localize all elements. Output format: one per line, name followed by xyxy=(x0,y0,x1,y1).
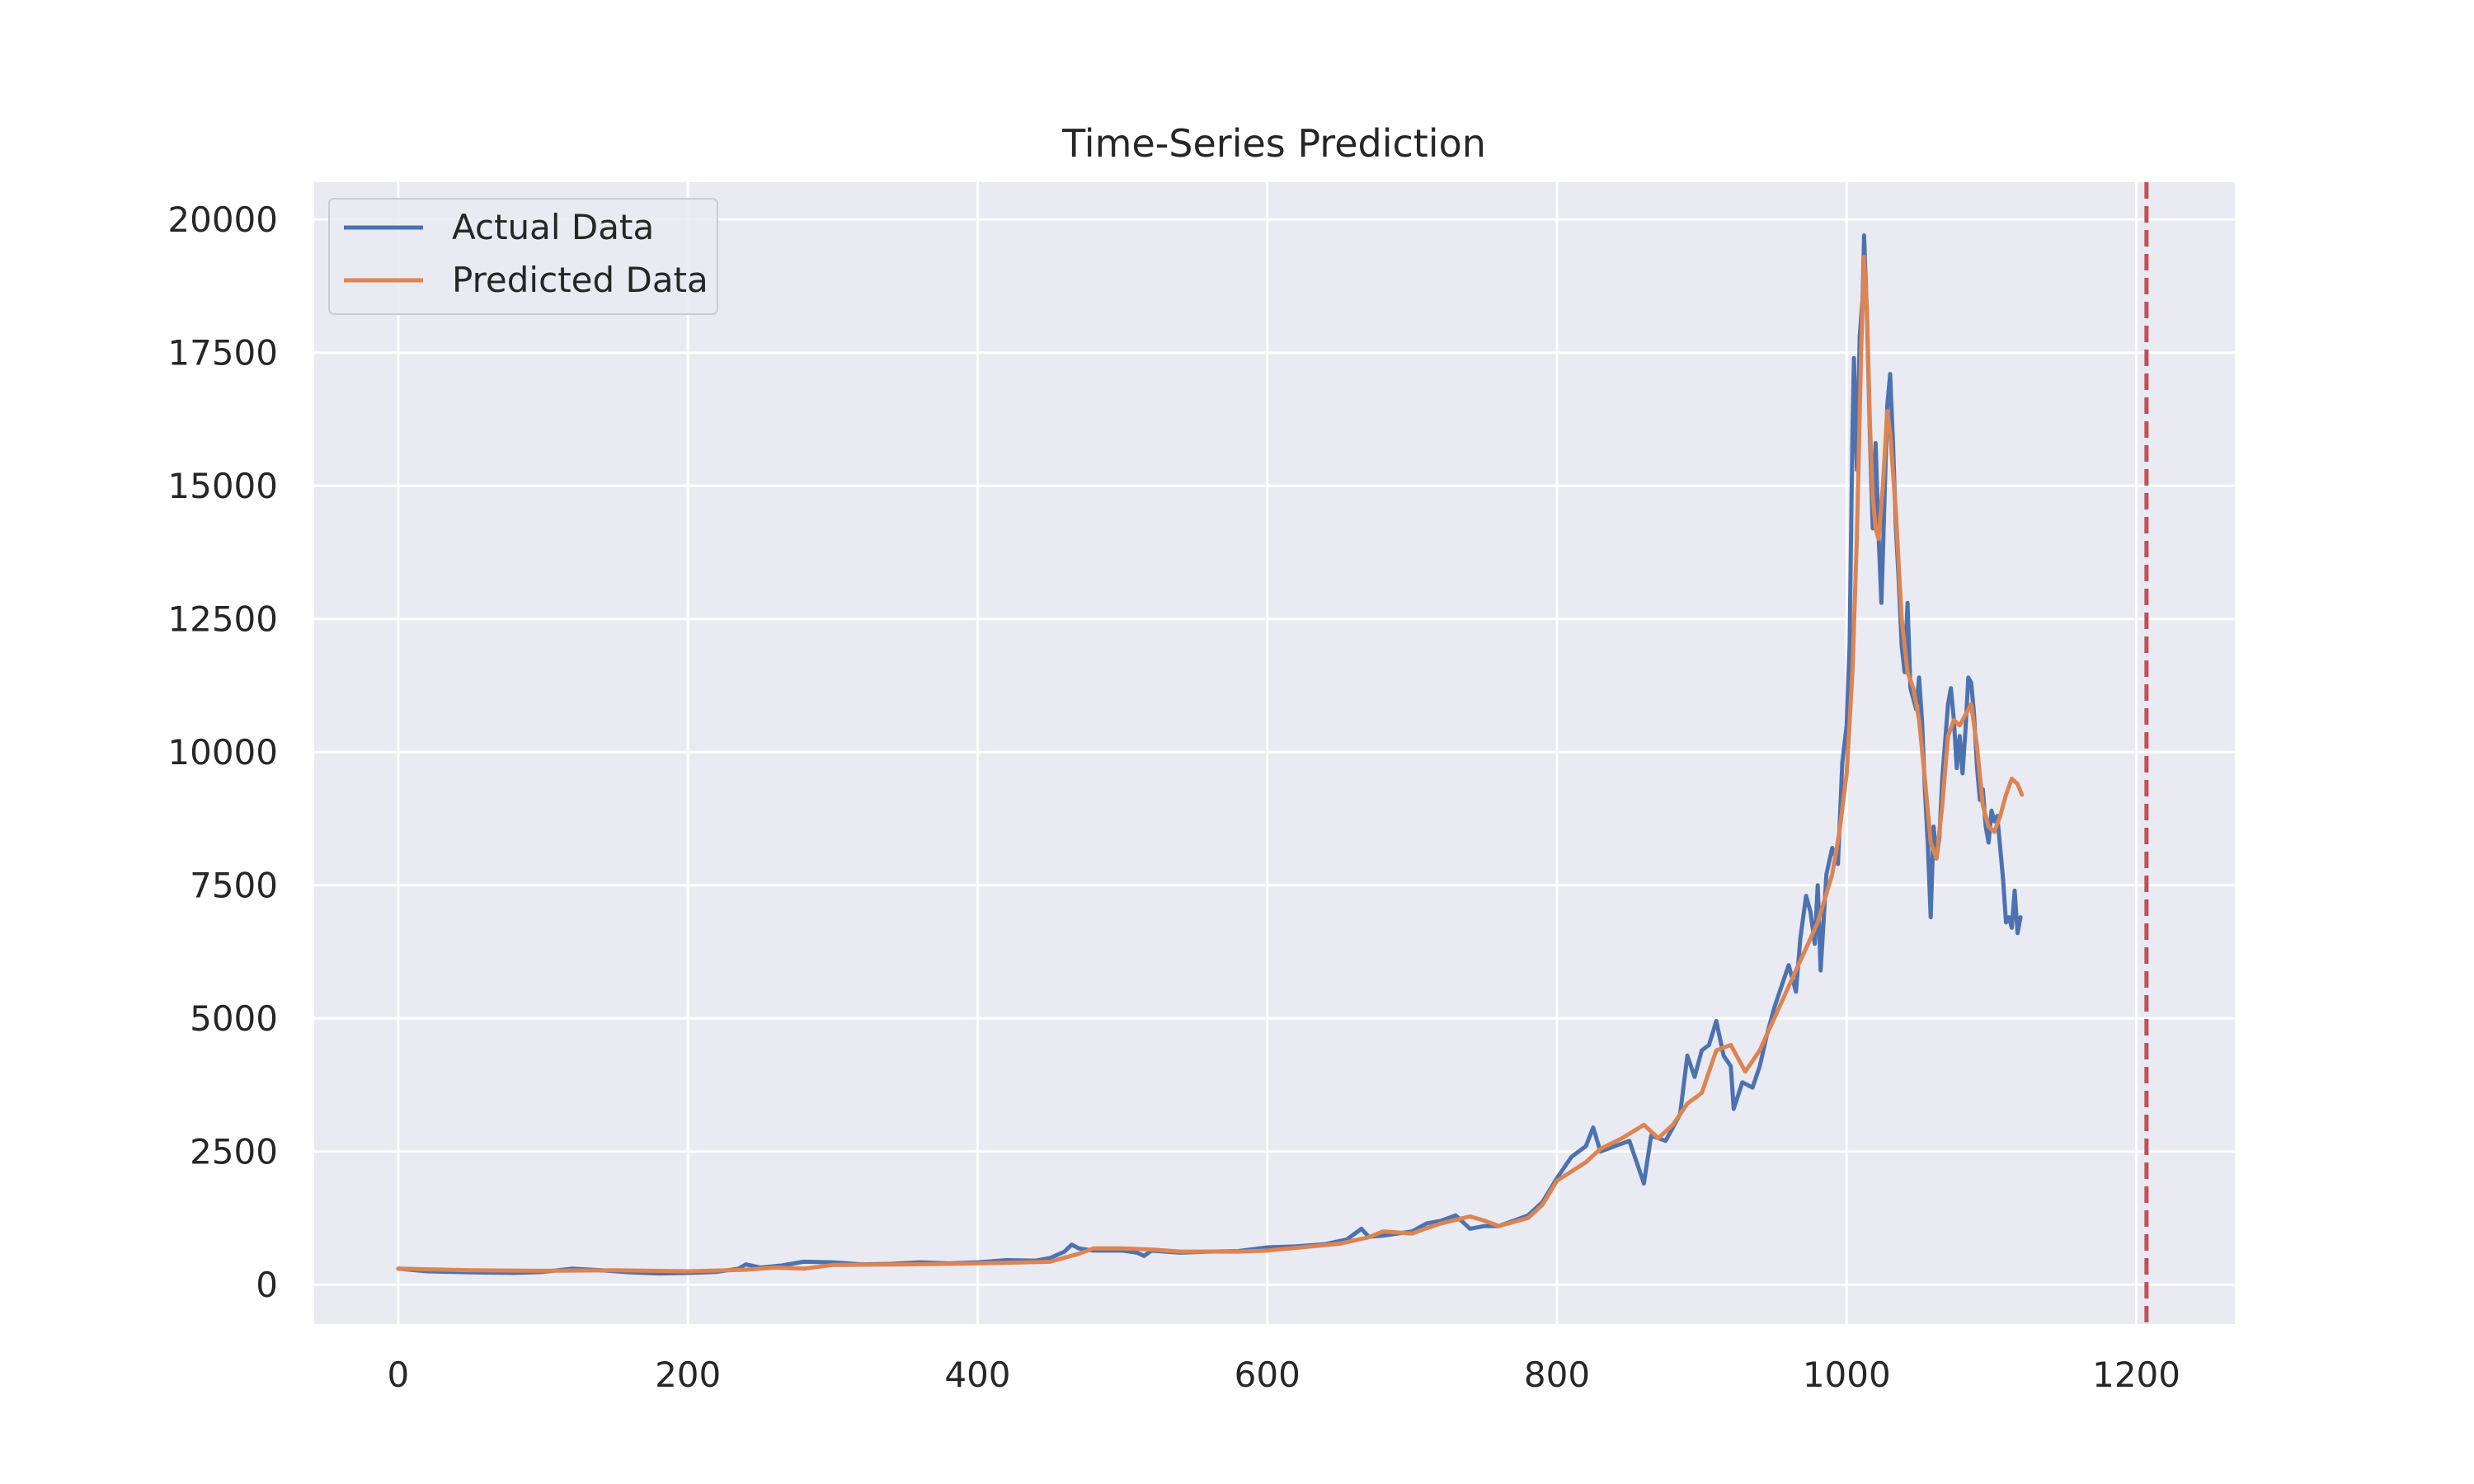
x-tick-label: 200 xyxy=(655,1355,721,1395)
x-tick-label: 1200 xyxy=(2092,1355,2180,1395)
x-tick-label: 400 xyxy=(944,1355,1010,1395)
y-tick-label: 0 xyxy=(256,1265,278,1305)
x-tick-label: 0 xyxy=(388,1355,410,1395)
data-layer xyxy=(396,182,2149,1324)
series-line-predicted xyxy=(396,254,2025,1274)
legend-label-predicted: Predicted Data xyxy=(452,260,708,300)
y-tick-label: 7500 xyxy=(190,866,278,906)
tick-labels: 0 200 400 600 800 1000 1200 0 2500 5000 7500 10000 1… xyxy=(167,200,2180,1395)
grid xyxy=(314,182,2235,1324)
y-tick-label: 2500 xyxy=(190,1132,278,1172)
x-tick-label: 600 xyxy=(1235,1355,1300,1395)
x-tick-label: 1000 xyxy=(1803,1355,1891,1395)
legend: Actual Data Predicted Data xyxy=(328,198,718,315)
legend-label-actual: Actual Data xyxy=(452,207,654,247)
y-tick-label: 17500 xyxy=(167,333,278,373)
y-tick-label: 12500 xyxy=(167,599,278,640)
y-tick-label: 15000 xyxy=(167,466,278,506)
y-tick-label: 10000 xyxy=(167,732,278,773)
legend-box xyxy=(328,198,718,315)
y-tick-label: 5000 xyxy=(190,998,278,1039)
y-tick-label: 20000 xyxy=(167,200,278,240)
chart-title: Time-Series Prediction xyxy=(1061,121,1486,166)
x-tick-label: 800 xyxy=(1524,1355,1590,1395)
